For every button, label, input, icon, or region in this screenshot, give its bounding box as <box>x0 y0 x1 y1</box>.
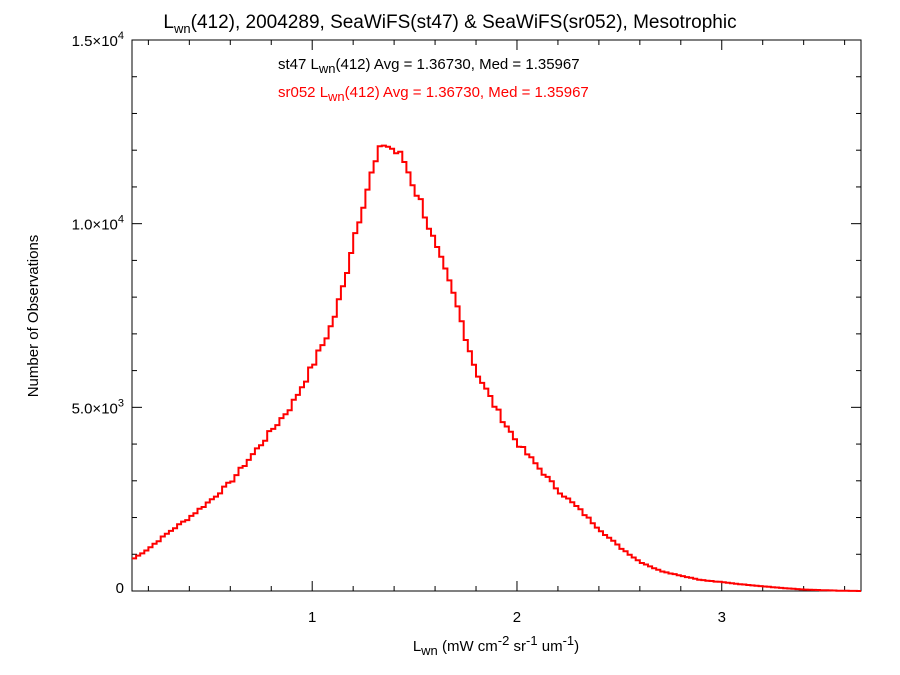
x-axis-ticks <box>147 40 846 591</box>
x-tick-label: 1 <box>308 609 316 626</box>
plot-frame <box>131 39 862 592</box>
chart-title: Lwn(412), 2004289, SeaWiFS(st47) & SeaWi… <box>163 12 736 36</box>
y-tick-label: 1.0×104 <box>72 214 124 234</box>
y-tick-label: 5.0×103 <box>72 397 124 417</box>
y-tick-label: 1.5×104 <box>72 30 124 50</box>
x-axis-tick-labels: 1 2 3 <box>308 609 726 626</box>
y-axis-tick-labels: 0 5.0×103 1.0×104 1.5×104 <box>72 30 124 597</box>
x-tick-label: 3 <box>718 609 726 626</box>
y-axis-title: Number of Observations <box>25 235 42 398</box>
annotation-sr052: sr052 Lwn(412) Avg = 1.36730, Med = 1.35… <box>278 84 589 104</box>
x-axis-title: Lwn (mW cm-2 sr-1 um-1) <box>413 633 579 658</box>
series-line-sr052 <box>132 144 861 592</box>
x-tick-label: 2 <box>513 609 521 626</box>
annotation-st47: st47 Lwn(412) Avg = 1.36730, Med = 1.359… <box>278 56 580 76</box>
y-tick-label: 0 <box>116 580 124 597</box>
y-axis-ticks <box>132 39 861 592</box>
